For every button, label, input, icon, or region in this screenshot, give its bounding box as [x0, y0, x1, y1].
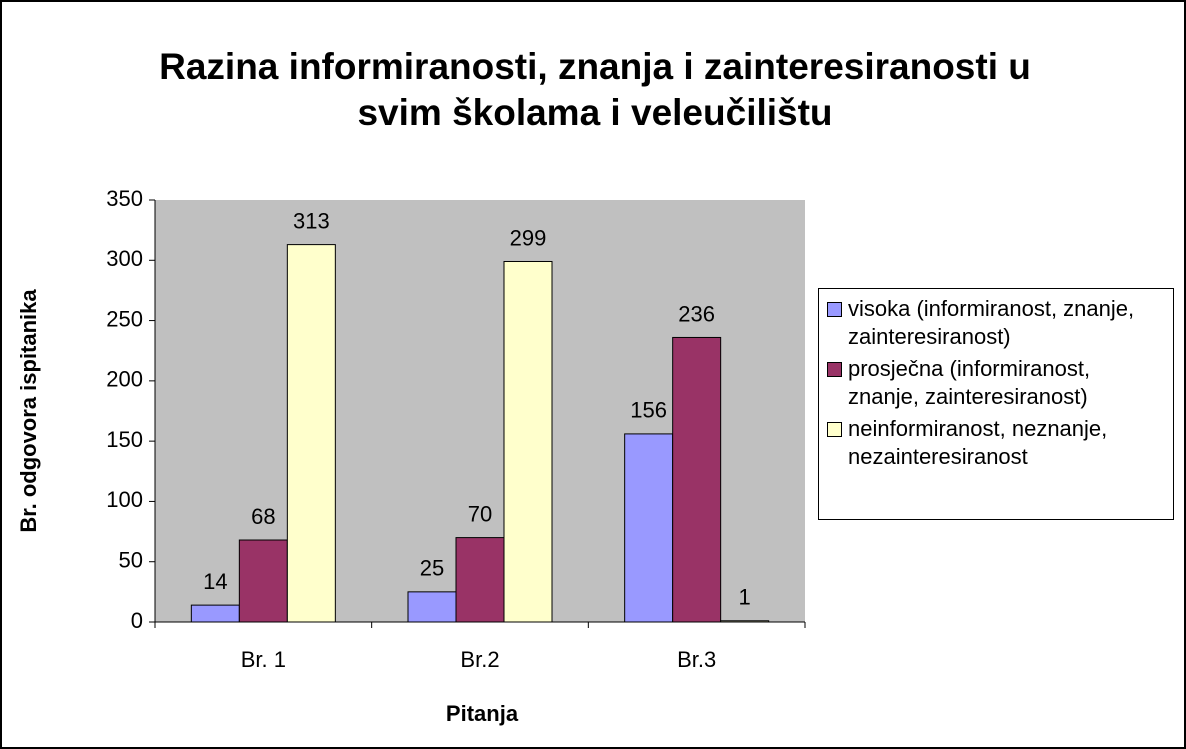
y-tick-label: 150 [106, 427, 143, 452]
data-label: 25 [420, 556, 444, 581]
legend-label: prosječna (informiranost, znanje, zainte… [848, 356, 1091, 409]
legend-label: neinformiranost, neznanje, nezainteresir… [848, 416, 1108, 469]
y-tick-label: 300 [106, 246, 143, 271]
bar [503, 260, 553, 623]
legend-swatch [827, 422, 842, 437]
bar [238, 539, 288, 623]
legend: visoka (informiranost, znanje, zainteres… [818, 288, 1174, 520]
bar [190, 604, 240, 623]
y-tick-label: 350 [106, 186, 143, 211]
y-tick-label: 200 [106, 367, 143, 392]
bar [624, 433, 674, 623]
data-label: 236 [678, 301, 715, 326]
data-label: 70 [468, 501, 492, 526]
bar [407, 591, 457, 623]
data-label: 299 [510, 225, 547, 250]
x-tick-label: Br. 1 [241, 647, 286, 672]
bar [286, 244, 336, 623]
data-label: 14 [203, 569, 227, 594]
bar [455, 537, 505, 623]
y-tick-label: 0 [131, 608, 143, 633]
bar [720, 620, 770, 623]
legend-item: neinformiranost, neznanje, nezainteresir… [827, 415, 1165, 471]
data-label: 1 [739, 585, 751, 610]
x-tick-label: Br.2 [460, 647, 499, 672]
data-label: 313 [293, 208, 330, 233]
y-tick-label: 50 [119, 548, 143, 573]
y-tick-label: 250 [106, 306, 143, 331]
data-label: 68 [251, 504, 275, 529]
x-axis-label: Pitanja [446, 701, 519, 726]
data-label: 156 [630, 398, 667, 423]
y-tick-label: 100 [106, 487, 143, 512]
y-axis-label: Br. odgovora ispitanika [16, 289, 41, 533]
legend-swatch [827, 302, 842, 317]
bar [672, 336, 722, 623]
chart-title: Razina informiranosti, znanja i zaintere… [159, 46, 1031, 133]
legend-item: visoka (informiranost, znanje, zainteres… [827, 295, 1165, 351]
legend-item: prosječna (informiranost, znanje, zainte… [827, 355, 1165, 411]
legend-swatch [827, 362, 842, 377]
legend-label: visoka (informiranost, znanje, zainteres… [848, 296, 1135, 349]
x-tick-label: Br.3 [677, 647, 716, 672]
